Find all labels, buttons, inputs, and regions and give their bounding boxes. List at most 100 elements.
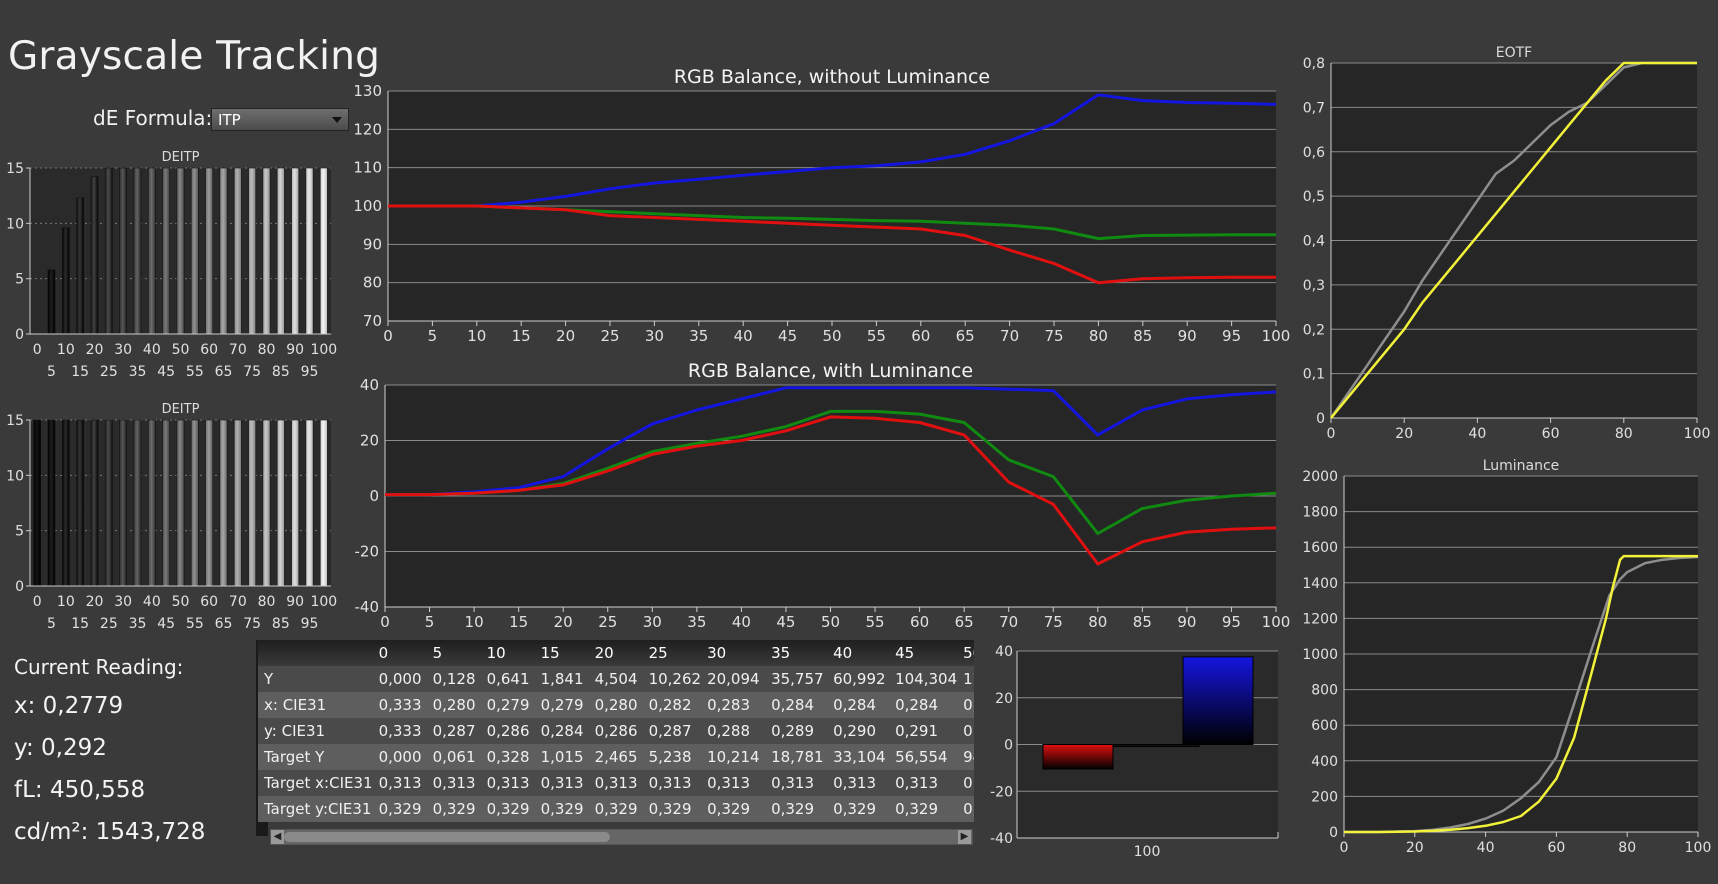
y-tick-label: 400 xyxy=(1311,754,1338,770)
x-tick-label: 50 xyxy=(172,594,190,610)
table-cell: 0,329 xyxy=(540,800,584,818)
x-tick-label: 60 xyxy=(1547,840,1565,856)
x-tick-label: 95 xyxy=(301,364,319,380)
x-tick-label: 20 xyxy=(556,327,575,345)
deitp-bar xyxy=(190,167,199,335)
x-tick-label: 50 xyxy=(821,613,840,631)
scroll-right-icon[interactable]: ▶ xyxy=(958,830,971,844)
deitp-bar xyxy=(319,167,328,335)
x-tick-label: 0 xyxy=(1327,426,1336,442)
rgb-balance-lum-chart: RGB Balance, with Luminance -40 -20 0 20 40 0 5… xyxy=(355,360,1291,631)
x-tick-label: 15 xyxy=(512,327,531,345)
table-header-cell: 45 xyxy=(895,644,915,662)
balance-bar xyxy=(1182,656,1254,745)
y-tick-label: -40 xyxy=(990,831,1013,847)
x-tick-label: 100 xyxy=(1262,327,1291,345)
table-row: Y 0,000 0,128 0,641 1,841 4,504 10,262 20,094 35… xyxy=(258,666,974,692)
table-cell: 0,313 xyxy=(378,774,422,792)
y-tick-label: 600 xyxy=(1311,718,1338,734)
table-cell: 0,284 xyxy=(771,696,815,714)
deitp-bar xyxy=(176,167,185,335)
x-tick-label: 0 xyxy=(1340,840,1349,856)
table-row-header-strip xyxy=(256,640,268,836)
x-tick-label: 55 xyxy=(867,327,886,345)
table-cell: 0,061 xyxy=(432,748,476,766)
deitp-bar xyxy=(133,167,142,335)
y-tick-label: 0,8 xyxy=(1303,56,1325,72)
table-cell: 0,000 xyxy=(378,670,422,688)
x-tick-label: 20 xyxy=(1406,840,1424,856)
table-header-cell: 10 xyxy=(486,644,506,662)
x-tick-label: 85 xyxy=(1133,327,1152,345)
table-header-cell: 35 xyxy=(771,644,791,662)
table-cell: 10,214 xyxy=(707,748,760,766)
chart-title: DEITP xyxy=(162,402,200,417)
x-tick-label: 25 xyxy=(598,613,617,631)
y-tick-label: 0,4 xyxy=(1303,234,1325,250)
y-tick-label: 20 xyxy=(995,691,1013,707)
x-tick-label: 95 xyxy=(1222,327,1241,345)
x-tick-label: 55 xyxy=(866,613,885,631)
table-cell: 0,280 xyxy=(432,696,476,714)
x-tick-label: 20 xyxy=(1395,426,1413,442)
deitp-bar xyxy=(47,419,56,587)
deitp-bar xyxy=(219,167,228,335)
deitp-bar xyxy=(276,419,285,587)
x-tick-label: 10 xyxy=(57,594,75,610)
table-cell: 0,329 xyxy=(432,800,476,818)
deitp-bar xyxy=(147,167,156,335)
y-tick-label: 0,2 xyxy=(1303,322,1325,338)
deitp-bar xyxy=(119,419,128,587)
y-tick-label: 5 xyxy=(15,272,24,288)
table-cell: 0,329 xyxy=(963,800,974,818)
scrollbar-thumb[interactable] xyxy=(284,832,610,842)
x-tick-label: 5 xyxy=(47,616,56,632)
chart-title: RGB Balance, without Luminance xyxy=(674,66,990,88)
x-tick-label: 40 xyxy=(732,613,751,631)
scroll-left-icon[interactable]: ◀ xyxy=(271,830,284,844)
table-row-label: Target x:CIE31 xyxy=(264,774,373,792)
x-tick-label: 55 xyxy=(186,364,204,380)
table-header-cell: 40 xyxy=(833,644,853,662)
measurement-table: 0 5 10 15 20 25 30 35 40 45 50 Y 0,000 0,128 0,641 1,84… xyxy=(258,640,974,847)
x-tick-label: 25 xyxy=(100,616,118,632)
x-tick-label: 65 xyxy=(955,613,974,631)
de-formula-select[interactable]: ITP xyxy=(211,108,349,131)
deitp-bar xyxy=(233,419,242,587)
x-tick-label: 45 xyxy=(776,613,795,631)
table-cell: 0,313 xyxy=(771,774,815,792)
y-tick-label: 1600 xyxy=(1302,540,1338,556)
x-tick-label: 65 xyxy=(215,616,233,632)
deitp-bar xyxy=(133,419,142,587)
y-tick-label: 800 xyxy=(1311,683,1338,699)
y-tick-label: 0,6 xyxy=(1303,145,1325,161)
reading-y: y: 0,292 xyxy=(14,735,107,761)
x-tick-label: 90 xyxy=(1178,327,1197,345)
x-tick-label: 80 xyxy=(1088,613,1107,631)
deitp-bar xyxy=(262,419,271,587)
table-cell: 0,333 xyxy=(378,722,422,740)
x-tick-label: 35 xyxy=(129,364,147,380)
table-cell: 0,284 xyxy=(833,696,877,714)
table-cell: 35,757 xyxy=(771,670,824,688)
y-tick-label: 0,5 xyxy=(1303,189,1325,205)
x-tick-label: 50 xyxy=(822,327,841,345)
x-tick-label: 30 xyxy=(645,327,664,345)
x-tick-label: 10 xyxy=(57,342,75,358)
x-tick-label: 25 xyxy=(100,364,118,380)
y-tick-label: -40 xyxy=(355,598,380,616)
y-tick-label: 100 xyxy=(353,197,382,215)
deitp-bar xyxy=(61,227,70,335)
balance-bar xyxy=(1112,744,1200,747)
x-tick-label: 85 xyxy=(272,616,290,632)
y-tick-label: 15 xyxy=(6,413,24,429)
chart-title: EOTF xyxy=(1496,45,1532,61)
x-tick-label: 75 xyxy=(243,616,261,632)
page-title: Grayscale Tracking xyxy=(8,34,381,79)
x-tick-label: 5 xyxy=(425,613,435,631)
x-tick-label: 15 xyxy=(509,613,528,631)
table-header-cell: 25 xyxy=(648,644,668,662)
rgb-balance-no-lum-chart: RGB Balance, without Luminance7080901001… xyxy=(353,66,1290,345)
table-cell: 0,329 xyxy=(486,800,530,818)
x-tick-label: 5 xyxy=(47,364,56,380)
